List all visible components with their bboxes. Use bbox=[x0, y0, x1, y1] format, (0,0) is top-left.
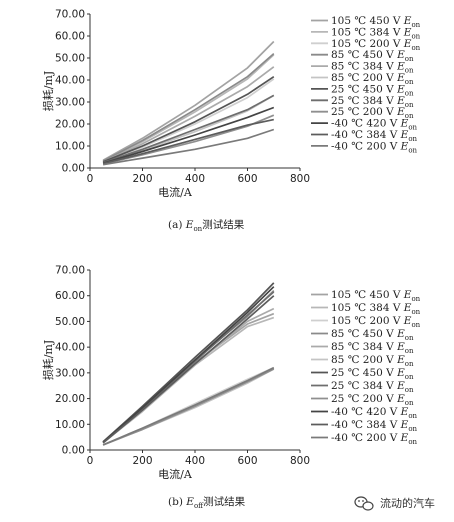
series-line bbox=[102, 94, 275, 164]
legend-label: 105 ℃ 384 V Eon bbox=[331, 26, 421, 40]
y-tick-label: 60.00 bbox=[55, 31, 85, 43]
series-line bbox=[102, 118, 274, 165]
x-tick-label: 800 bbox=[290, 173, 310, 185]
x-tick-label: 800 bbox=[290, 455, 310, 467]
legend-label: 105 ℃ 384 V Eon bbox=[331, 302, 421, 316]
y-tick-label: 10.00 bbox=[55, 141, 85, 153]
series-line bbox=[102, 78, 275, 164]
legend-label: 105 ℃ 200 V Eon bbox=[331, 315, 421, 329]
watermark-text: 流动的汽车 bbox=[380, 496, 435, 510]
legend-label: 85 ℃ 450 V Eon bbox=[331, 328, 414, 342]
y-tick-label: 30.00 bbox=[55, 97, 85, 109]
x-tick-label: 200 bbox=[132, 455, 152, 467]
series-line bbox=[102, 295, 275, 444]
legend-label: -40 ℃ 420 V Eon bbox=[331, 118, 418, 132]
legend-label: -40 ℃ 200 V Eon bbox=[331, 432, 418, 446]
x-axis-label: 电流/A bbox=[158, 185, 193, 199]
legend-label: -40 ℃ 384 V Eon bbox=[331, 419, 418, 433]
y-tick-label: 40.00 bbox=[55, 75, 85, 87]
legend-label: 25 ℃ 384 V Eon bbox=[331, 380, 414, 394]
legend-label: -40 ℃ 420 V Eon bbox=[331, 406, 418, 420]
legend-label: 25 ℃ 384 V Eon bbox=[331, 95, 414, 109]
y-tick-label: 0.00 bbox=[62, 445, 85, 457]
chart-panel-a: 0.00 10.00 20.00 30.00 40.00 50.00 60.00 70.00 0… bbox=[41, 9, 421, 234]
watermark: 流动的汽车 bbox=[354, 496, 435, 511]
figure-caption: (a) Eon测试结果 bbox=[168, 218, 245, 233]
x-tick-label: 400 bbox=[185, 173, 205, 185]
y-tick-label: 70.00 bbox=[55, 9, 85, 21]
x-tick-label: 0 bbox=[87, 455, 94, 467]
y-axis-label: 损耗/mJ bbox=[41, 71, 55, 112]
legend-label: 25 ℃ 200 V Eon bbox=[331, 106, 414, 120]
legend-label: 105 ℃ 450 V Eon bbox=[331, 289, 421, 303]
x-tick-label: 600 bbox=[237, 455, 257, 467]
y-tick-label: 50.00 bbox=[55, 53, 85, 65]
series-line bbox=[102, 52, 275, 162]
y-tick-label: 20.00 bbox=[55, 119, 85, 131]
legend-label: 85 ℃ 200 V Eon bbox=[331, 72, 414, 86]
figure-caption: (b) Eoff测试结果 bbox=[168, 495, 246, 510]
legend-label: 105 ℃ 200 V Eon bbox=[331, 38, 421, 52]
y-tick-label: 60.00 bbox=[55, 290, 85, 302]
series-line bbox=[102, 286, 275, 443]
legend-label: 85 ℃ 384 V Eon bbox=[331, 61, 414, 75]
legend-label: -40 ℃ 200 V Eon bbox=[331, 140, 418, 154]
legend-label: 105 ℃ 450 V Eon bbox=[331, 15, 421, 29]
legend-label: 25 ℃ 450 V Eon bbox=[331, 83, 414, 97]
legend-label: -40 ℃ 384 V Eon bbox=[331, 129, 418, 143]
legend-label: 85 ℃ 450 V Eon bbox=[331, 49, 414, 63]
y-tick-label: 50.00 bbox=[55, 316, 85, 328]
y-tick-label: 10.00 bbox=[55, 419, 85, 431]
x-axis-label: 电流/A bbox=[158, 467, 193, 481]
legend-label: 25 ℃ 200 V Eon bbox=[331, 393, 414, 407]
series-line bbox=[102, 128, 275, 166]
series-line bbox=[102, 366, 275, 446]
series-line bbox=[102, 40, 275, 162]
series-line bbox=[102, 66, 275, 163]
x-tick-label: 0 bbox=[87, 173, 94, 185]
series-line bbox=[102, 106, 275, 165]
y-tick-label: 40.00 bbox=[55, 342, 85, 354]
chart-panel-b: 0.00 10.00 20.00 30.00 40.00 50.00 60.00 70.00 0… bbox=[41, 265, 421, 511]
y-tick-label: 0.00 bbox=[62, 163, 85, 175]
y-axis-label: 损耗/mJ bbox=[41, 340, 55, 381]
series-line bbox=[102, 282, 275, 443]
legend-label: 85 ℃ 200 V Eon bbox=[331, 354, 414, 368]
legend-label: 85 ℃ 384 V Eon bbox=[331, 341, 414, 355]
y-tick-label: 30.00 bbox=[55, 367, 85, 379]
x-tick-label: 600 bbox=[237, 173, 257, 185]
wechat-icon bbox=[354, 496, 374, 511]
series-line bbox=[102, 75, 275, 163]
x-tick-label: 400 bbox=[185, 455, 205, 467]
legend-label: 25 ℃ 450 V Eon bbox=[331, 367, 414, 381]
y-tick-label: 70.00 bbox=[55, 265, 85, 277]
y-tick-label: 20.00 bbox=[55, 393, 85, 405]
x-tick-label: 200 bbox=[132, 173, 152, 185]
